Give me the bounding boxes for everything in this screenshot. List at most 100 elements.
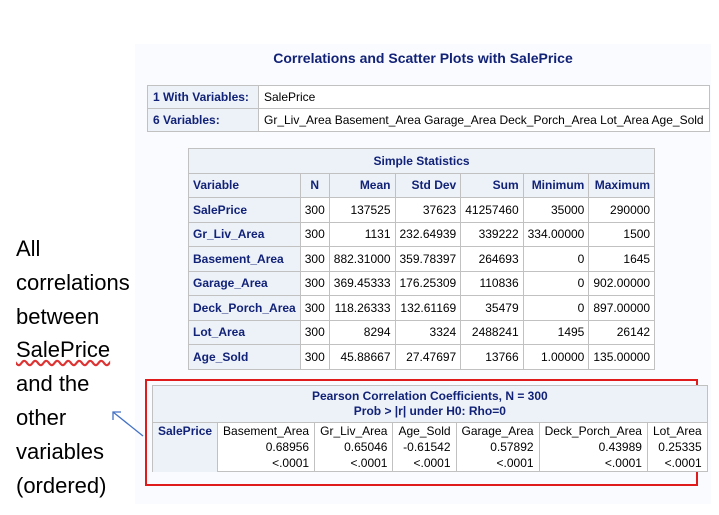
annotation-line: (ordered) bbox=[16, 472, 107, 498]
table-cell: 35000 bbox=[522, 197, 590, 223]
table-cell: 110836 bbox=[460, 270, 524, 296]
table-row: Pearson Correlation Coefficients, N = 30… bbox=[152, 385, 708, 423]
p-value: <.0001 bbox=[538, 455, 648, 472]
table-header-row: Variable N Mean Std Dev Sum Minimum Maximum bbox=[188, 172, 656, 198]
annotation-word: SalePrice bbox=[16, 337, 111, 363]
table-cell: 897.00000 bbox=[588, 295, 656, 321]
table-cell: 300 bbox=[299, 270, 330, 296]
table-row: 0.68956 0.65046 -0.61542 0.57892 0.43989 0.25… bbox=[153, 439, 708, 455]
annotation-line: correlations bbox=[16, 269, 130, 295]
annotation-line: All bbox=[16, 236, 41, 261]
column-header: Maximum bbox=[588, 172, 656, 198]
table-row: SalePrice 300 137525 37623 41257460 35000 2900… bbox=[188, 197, 656, 223]
table-cell: 0 bbox=[522, 295, 590, 321]
correlation-value: 0.65046 bbox=[314, 439, 394, 455]
table-cell: 369.45333 bbox=[328, 270, 396, 296]
row-label: Garage_Area bbox=[188, 270, 301, 296]
p-value: <.0001 bbox=[646, 455, 708, 472]
table-cell: 118.26333 bbox=[328, 295, 396, 321]
pearson-column-name: Garage_Area bbox=[455, 422, 540, 439]
p-value: <.0001 bbox=[217, 455, 316, 472]
annotation-line: variables bbox=[16, 438, 105, 464]
variables-label: 6 Variables: bbox=[147, 108, 259, 132]
table-cell: 339222 bbox=[460, 221, 524, 247]
table-cell: 45.88667 bbox=[328, 344, 396, 370]
pearson-column-name: Deck_Porch_Area bbox=[538, 422, 648, 439]
pearson-title-line1: Pearson Correlation Coefficients, N = 30… bbox=[311, 389, 548, 403]
pearson-correlation-table: Pearson Correlation Coefficients, N = 30… bbox=[151, 385, 708, 472]
table-row: Garage_Area 300 369.45333 176.25309 110836 0 9… bbox=[188, 270, 656, 296]
correlation-value: 0.68956 bbox=[217, 439, 316, 455]
table-cell: 26142 bbox=[588, 319, 656, 345]
simple-statistics-title: Simple Statistics bbox=[187, 148, 656, 174]
table-cell: 359.78397 bbox=[394, 246, 462, 272]
table-cell: 300 bbox=[299, 246, 330, 272]
pearson-row-label: SalePrice bbox=[151, 422, 219, 472]
table-row: Gr_Liv_Area 300 1131 232.64939 339222 334.000… bbox=[188, 221, 656, 247]
table-cell: 41257460 bbox=[460, 197, 524, 223]
table-cell: 37623 bbox=[394, 197, 462, 223]
table-cell: 2488241 bbox=[460, 319, 524, 345]
table-cell: 1500 bbox=[588, 221, 656, 247]
simple-statistics-table: Simple Statistics Variable N Mean Std Dev Su… bbox=[187, 148, 656, 370]
pearson-title-line2: Prob > |r| under H0: Rho=0 bbox=[353, 404, 506, 418]
column-header: Sum bbox=[460, 172, 524, 198]
table-cell: 300 bbox=[299, 221, 330, 247]
table-cell: 232.64939 bbox=[394, 221, 462, 247]
table-cell: 300 bbox=[299, 344, 330, 370]
table-row: Age_Sold 300 45.88667 27.47697 13766 1.00000 1… bbox=[188, 344, 656, 370]
table-cell: 300 bbox=[299, 295, 330, 321]
table-row: <.0001 <.0001 <.0001 <.0001 <.0001 <.0001 bbox=[153, 455, 708, 472]
pearson-column-name: Age_Sold bbox=[392, 422, 457, 439]
column-header: N bbox=[299, 172, 330, 198]
column-header: Std Dev bbox=[394, 172, 462, 198]
table-cell: 3324 bbox=[394, 319, 462, 345]
table-cell: 300 bbox=[299, 319, 330, 345]
annotation-line: SalePrice bbox=[16, 333, 156, 367]
row-label: Deck_Porch_Area bbox=[188, 295, 301, 321]
table-row: Deck_Porch_Area 300 118.26333 132.61169 3547… bbox=[188, 295, 656, 321]
table-cell: 27.47697 bbox=[394, 344, 462, 370]
p-value: <.0001 bbox=[455, 455, 540, 472]
table-row: 6 Variables: Gr_Liv_Area Basement_Area G… bbox=[147, 108, 710, 132]
table-cell: 1645 bbox=[588, 246, 656, 272]
with-variables-value: SalePrice bbox=[258, 85, 710, 109]
pearson-column-name: Gr_Liv_Area bbox=[314, 422, 394, 439]
table-cell: 290000 bbox=[588, 197, 656, 223]
row-label: Basement_Area bbox=[188, 246, 301, 272]
annotation-line: and the bbox=[16, 371, 90, 397]
row-label: Age_Sold bbox=[188, 344, 301, 370]
p-value: <.0001 bbox=[314, 455, 394, 472]
row-label: SalePrice bbox=[188, 197, 301, 223]
page-title: Correlations and Scatter Plots with Sale… bbox=[273, 50, 573, 66]
correlation-value: -0.61542 bbox=[392, 439, 457, 455]
with-variables-label: 1 With Variables: bbox=[147, 85, 259, 109]
annotation-text: All correlations between SalePrice and t… bbox=[16, 232, 156, 502]
table-cell: 8294 bbox=[328, 319, 396, 345]
table-cell: 135.00000 bbox=[588, 344, 656, 370]
table-cell: 1495 bbox=[522, 319, 590, 345]
variables-value: Gr_Liv_Area Basement_Area Garage_Area De… bbox=[258, 108, 710, 132]
simple-statistics-body: SalePrice 300 137525 37623 41257460 35000 2900… bbox=[188, 197, 656, 370]
correlation-value: 0.43989 bbox=[538, 439, 648, 455]
table-row: SalePrice Basement_Area Gr_Liv_Area Age_So… bbox=[151, 422, 708, 472]
pearson-column-name: Lot_Area bbox=[646, 422, 708, 439]
p-value: <.0001 bbox=[392, 455, 457, 472]
correlation-value: 0.57892 bbox=[455, 439, 540, 455]
correlation-value: 0.25335 bbox=[646, 439, 708, 455]
table-cell: 132.61169 bbox=[394, 295, 462, 321]
column-header: Variable bbox=[188, 172, 301, 198]
row-label: Gr_Liv_Area bbox=[188, 221, 301, 247]
table-cell: 176.25309 bbox=[394, 270, 462, 296]
table-row: Lot_Area 300 8294 3324 2488241 1495 26142 bbox=[188, 319, 656, 345]
table-cell: 137525 bbox=[328, 197, 396, 223]
row-label: Lot_Area bbox=[188, 319, 301, 345]
table-cell: 300 bbox=[299, 197, 330, 223]
table-row: 1 With Variables: SalePrice bbox=[147, 85, 710, 109]
variables-table: 1 With Variables: SalePrice 6 Variables:… bbox=[147, 85, 710, 132]
table-cell: 334.00000 bbox=[522, 221, 590, 247]
table-cell: 13766 bbox=[460, 344, 524, 370]
table-row: Simple Statistics bbox=[187, 148, 656, 174]
pearson-title: Pearson Correlation Coefficients, N = 30… bbox=[152, 385, 708, 423]
